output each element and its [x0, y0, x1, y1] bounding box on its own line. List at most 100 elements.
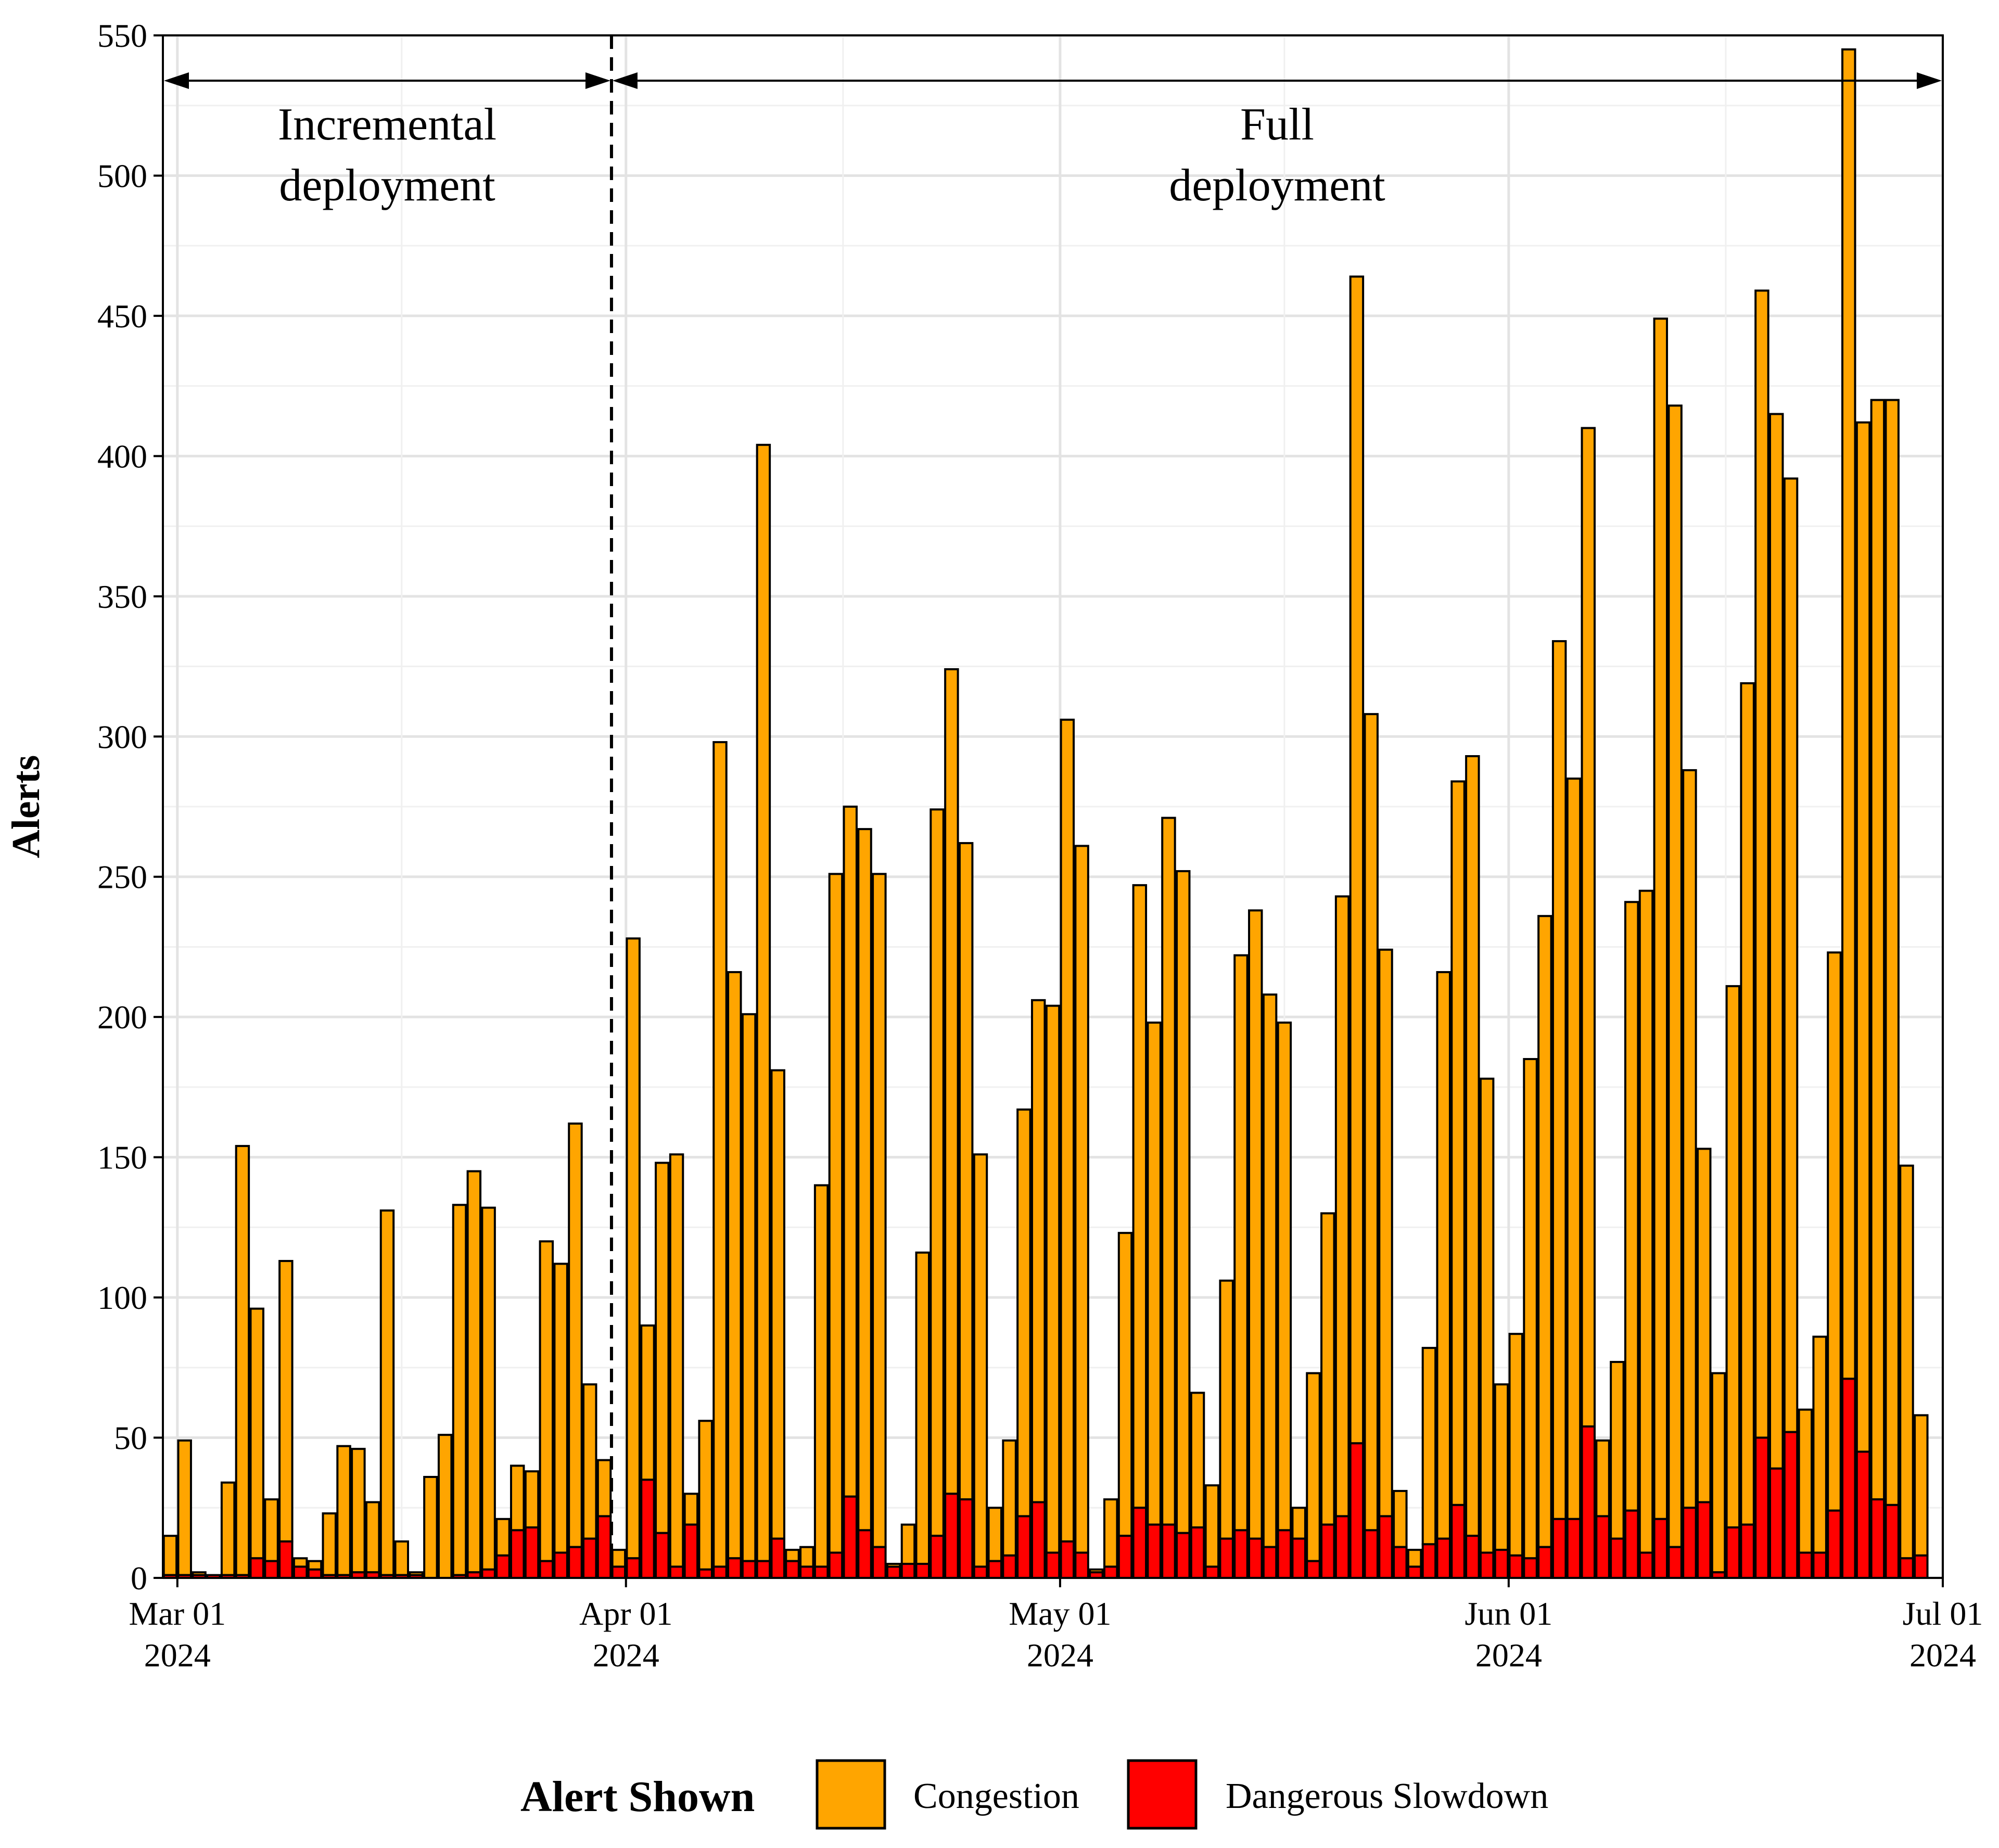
bar-dangerous-slowdown: [958, 1498, 974, 1579]
incremental-phase-label-line2: deployment: [279, 160, 495, 211]
bar-dangerous-slowdown: [278, 1540, 294, 1579]
bar-congestion: [1190, 1392, 1205, 1528]
bar-dangerous-slowdown: [1783, 1431, 1799, 1579]
bar-congestion: [235, 1145, 250, 1576]
x-axis: Mar 01 2024 Apr 01 2024 May 01 2024 Jun 01 2024…: [129, 1578, 1983, 1674]
bar-dangerous-slowdown: [1595, 1515, 1610, 1579]
bar-congestion: [510, 1464, 525, 1532]
bar-congestion: [1754, 289, 1769, 1439]
bar-congestion: [249, 1307, 264, 1560]
bar-dangerous-slowdown: [1769, 1467, 1784, 1579]
bar-dangerous-slowdown: [1364, 1529, 1379, 1579]
x-tick-label-year: 2024: [1475, 1637, 1542, 1674]
bar-dangerous-slowdown: [1436, 1537, 1451, 1579]
bar-dangerous-slowdown: [1161, 1523, 1176, 1579]
bar-congestion: [1306, 1372, 1321, 1562]
bar-congestion: [1537, 915, 1552, 1548]
bar-congestion: [900, 1523, 916, 1565]
bar-dangerous-slowdown: [1190, 1526, 1205, 1579]
bar-congestion: [1161, 817, 1176, 1526]
bar-congestion: [394, 1540, 410, 1576]
y-tick-label: 50: [114, 1420, 147, 1457]
bar-dangerous-slowdown: [1696, 1501, 1712, 1579]
bar-dangerous-slowdown: [1551, 1518, 1567, 1579]
x-tick-label-year: 2024: [1909, 1637, 1976, 1674]
bar-congestion: [553, 1263, 568, 1554]
full-arrow-left-head: [612, 72, 638, 89]
phase-annotations: Incremental deployment Full deployment: [164, 35, 1942, 1578]
bar-congestion: [1277, 1021, 1292, 1532]
bar-congestion: [437, 1434, 453, 1579]
bar-dangerous-slowdown: [1277, 1529, 1292, 1579]
bar-dangerous-slowdown: [524, 1526, 540, 1579]
full-arrow-right-head: [1917, 72, 1942, 89]
bar-congestion: [958, 842, 974, 1501]
bar-congestion: [596, 1459, 612, 1518]
bar-dangerous-slowdown: [1581, 1425, 1596, 1579]
legend-label-congestion: Congestion: [913, 1776, 1079, 1816]
bar-congestion: [698, 1420, 713, 1571]
bar-congestion: [640, 1324, 655, 1481]
bar-dangerous-slowdown: [1508, 1554, 1523, 1579]
bar-dangerous-slowdown: [568, 1546, 583, 1579]
legend: Alert Shown Congestion Dangerous Slowdow…: [520, 1759, 1548, 1830]
bar-dangerous-slowdown: [741, 1560, 757, 1579]
bar-dangerous-slowdown: [307, 1568, 323, 1579]
bar-dangerous-slowdown: [1479, 1551, 1495, 1579]
bar-congestion: [727, 971, 742, 1560]
bar-congestion: [1638, 889, 1654, 1554]
bar-congestion: [1479, 1077, 1495, 1554]
bar-dangerous-slowdown: [596, 1515, 612, 1579]
bar-congestion: [1176, 870, 1191, 1534]
bar-congestion: [626, 937, 641, 1560]
bar-dangerous-slowdown: [857, 1529, 872, 1579]
bar-congestion: [785, 1549, 800, 1562]
bar-dangerous-slowdown: [1334, 1515, 1350, 1579]
bar-congestion: [1725, 985, 1741, 1528]
bar-congestion: [1740, 682, 1755, 1526]
bar-congestion: [1147, 1021, 1162, 1526]
bar-dangerous-slowdown: [785, 1560, 800, 1579]
bar-dangerous-slowdown: [1103, 1565, 1118, 1579]
bar-congestion: [1060, 718, 1075, 1543]
full-phase-label-line2: deployment: [1169, 160, 1385, 211]
bar-dangerous-slowdown: [1291, 1537, 1306, 1579]
bar-congestion: [1899, 1164, 1914, 1560]
bar-dangerous-slowdown: [1566, 1518, 1582, 1579]
bar-congestion: [1667, 404, 1683, 1548]
bar-dangerous-slowdown: [1725, 1526, 1741, 1579]
bar-dangerous-slowdown: [930, 1535, 945, 1579]
x-tick-label-year: 2024: [593, 1637, 659, 1674]
bar-congestion: [177, 1439, 192, 1576]
bar-congestion: [1870, 399, 1886, 1501]
bar-dangerous-slowdown: [727, 1557, 742, 1579]
bar-dangerous-slowdown: [1855, 1450, 1871, 1579]
bar-congestion: [1711, 1372, 1726, 1574]
bar-dangerous-slowdown: [1233, 1529, 1249, 1579]
bar-dangerous-slowdown: [799, 1565, 814, 1579]
bar-dangerous-slowdown: [1870, 1498, 1886, 1579]
bar-congestion: [669, 1153, 684, 1568]
bar-congestion: [539, 1240, 554, 1562]
bar-dangerous-slowdown: [1523, 1557, 1538, 1579]
bar-dangerous-slowdown: [1176, 1532, 1191, 1579]
bar-dangerous-slowdown: [1320, 1523, 1335, 1579]
bar-congestion: [683, 1493, 699, 1526]
x-tick-label-date: Jun 01: [1465, 1595, 1552, 1632]
bar-dangerous-slowdown: [1407, 1565, 1422, 1579]
bar-dangerous-slowdown: [698, 1568, 713, 1579]
bar-congestion: [336, 1445, 351, 1576]
bar-dangerous-slowdown: [1117, 1535, 1133, 1579]
bar-dangerous-slowdown: [1248, 1537, 1263, 1579]
y-tick-label: 0: [131, 1560, 147, 1597]
bar-dangerous-slowdown: [264, 1560, 279, 1579]
bar-dangerous-slowdown: [1219, 1537, 1234, 1579]
bar-congestion: [1103, 1498, 1118, 1568]
bar-congestion: [1624, 901, 1639, 1512]
bar-dangerous-slowdown: [1045, 1551, 1061, 1579]
legend-label-dangerous-slowdown: Dangerous Slowdown: [1226, 1776, 1548, 1816]
bar-congestion: [857, 828, 872, 1532]
bar-congestion: [973, 1153, 988, 1568]
bar-congestion: [1769, 413, 1784, 1470]
bar-dangerous-slowdown: [1827, 1509, 1842, 1579]
